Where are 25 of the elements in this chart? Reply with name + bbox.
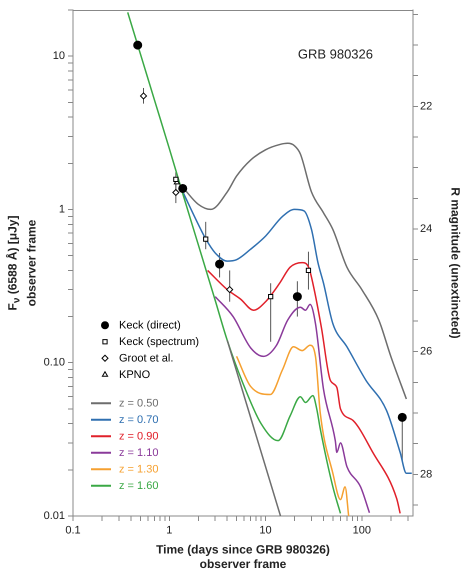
legend-label: z = 0.70 bbox=[119, 414, 158, 426]
legend-label: KPNO bbox=[119, 368, 151, 381]
y-tick-label: 10 bbox=[52, 50, 65, 62]
y-tick-label: 0.01 bbox=[44, 510, 65, 522]
legend-label: z = 1.60 bbox=[119, 480, 158, 492]
x-tick-label: 100 bbox=[352, 524, 372, 537]
y2-tick-label: 22 bbox=[420, 100, 432, 112]
y-tick-label: 0.10 bbox=[44, 356, 65, 369]
legend-label: z = 0.90 bbox=[119, 430, 158, 442]
y2-tick-label: 24 bbox=[420, 222, 432, 235]
annotation: GRB 980326 bbox=[298, 46, 373, 62]
x-tick-label: 1 bbox=[166, 524, 172, 537]
legend-label: Keck (spectrum) bbox=[119, 336, 200, 348]
legend-label: Keck (direct) bbox=[119, 319, 181, 332]
legend-label: z = 1.30 bbox=[119, 463, 158, 476]
y2-tick-label: 28 bbox=[420, 468, 432, 480]
y-tick-label: 1 bbox=[58, 203, 65, 216]
y2-axis-title: R magnitude (unextincted) bbox=[448, 187, 462, 339]
x-tick-label: 0.1 bbox=[65, 524, 81, 537]
x-axis-title: Time (days since GRB 980326) observer frame bbox=[156, 542, 330, 572]
legend-label: z = 0.50 bbox=[119, 397, 158, 410]
legend-label: z = 1.10 bbox=[119, 446, 158, 459]
legend-label: Groot et al. bbox=[119, 352, 174, 364]
x-tick-label: 10 bbox=[259, 524, 272, 537]
y2-tick-label: 26 bbox=[420, 346, 432, 358]
